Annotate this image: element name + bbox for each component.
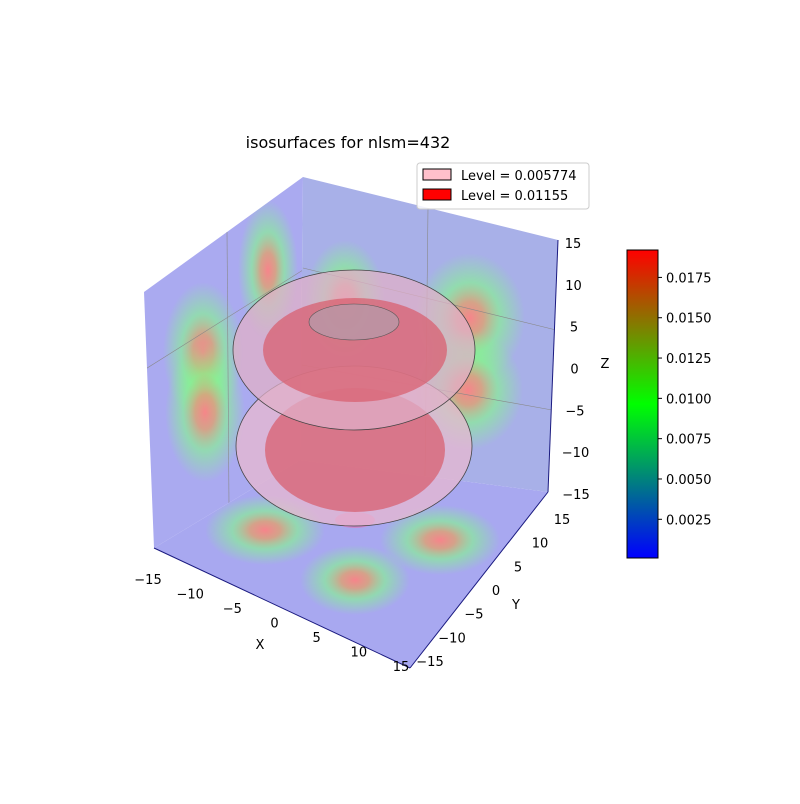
y-tick-label: −5 <box>464 608 483 623</box>
floor-pane <box>154 460 548 668</box>
x-tick-label: −15 <box>134 573 161 588</box>
x-tick-label: 0 <box>270 617 278 632</box>
x-tick-label: 5 <box>313 631 321 646</box>
legend-label: Level = 0.005774 <box>461 169 577 184</box>
z-tick-label: 10 <box>565 279 582 294</box>
colorbar-tick-label: 0.0075 <box>666 433 712 448</box>
colorbar-tick-label: 0.0025 <box>666 513 712 528</box>
z-tick-label: −10 <box>562 446 589 461</box>
legend: Level = 0.005774 Level = 0.01155 <box>416 162 590 210</box>
contour-lobe <box>380 505 500 575</box>
left-pane <box>144 177 303 548</box>
axis-lines <box>153 239 559 669</box>
colorbar: 0.0025 0.0050 0.0075 0.0100 0.0125 0.0150 0.01… <box>626 249 712 559</box>
legend-swatch-pink <box>422 168 452 181</box>
x-tick-label: 15 <box>393 660 410 675</box>
z-tick-label: 0 <box>570 363 578 378</box>
z-tick-label: −15 <box>562 488 589 503</box>
z-tick-label: 15 <box>565 237 582 252</box>
z-tick-label: −5 <box>565 404 584 419</box>
colorbar-tick-label: 0.0125 <box>666 352 712 367</box>
contour-lobe <box>165 342 245 482</box>
legend-swatch-red <box>422 188 452 201</box>
x-axis-label: X <box>256 638 265 653</box>
x-tick-label: −10 <box>176 588 203 603</box>
z-tick-label: 5 <box>570 321 578 336</box>
contour-lobe <box>300 545 410 615</box>
torus-hole <box>308 303 400 341</box>
y-tick-label: 5 <box>514 560 522 575</box>
x-tick-label: −5 <box>223 602 242 617</box>
y-tick-label: 10 <box>532 537 549 552</box>
x-tick-label: 10 <box>351 646 368 661</box>
colorbar-tick-label: 0.0175 <box>666 271 712 286</box>
z-axis-label: Z <box>601 357 610 372</box>
y-tick-label: 15 <box>554 513 571 528</box>
y-tick-label: −15 <box>416 655 443 670</box>
y-axis-label: Y <box>511 598 520 613</box>
legend-label: Level = 0.01155 <box>461 189 568 204</box>
y-tick-label: 0 <box>492 584 500 599</box>
colorbar-tick-label: 0.0100 <box>666 392 712 407</box>
colorbar-tick-label: 0.0050 <box>666 473 712 488</box>
chart-title: isosurfaces for nlsm=432 <box>246 133 451 152</box>
isosurfaces <box>232 269 476 527</box>
y-tick-label: −10 <box>438 631 465 646</box>
colorbar-tick-label: 0.0150 <box>666 312 712 327</box>
